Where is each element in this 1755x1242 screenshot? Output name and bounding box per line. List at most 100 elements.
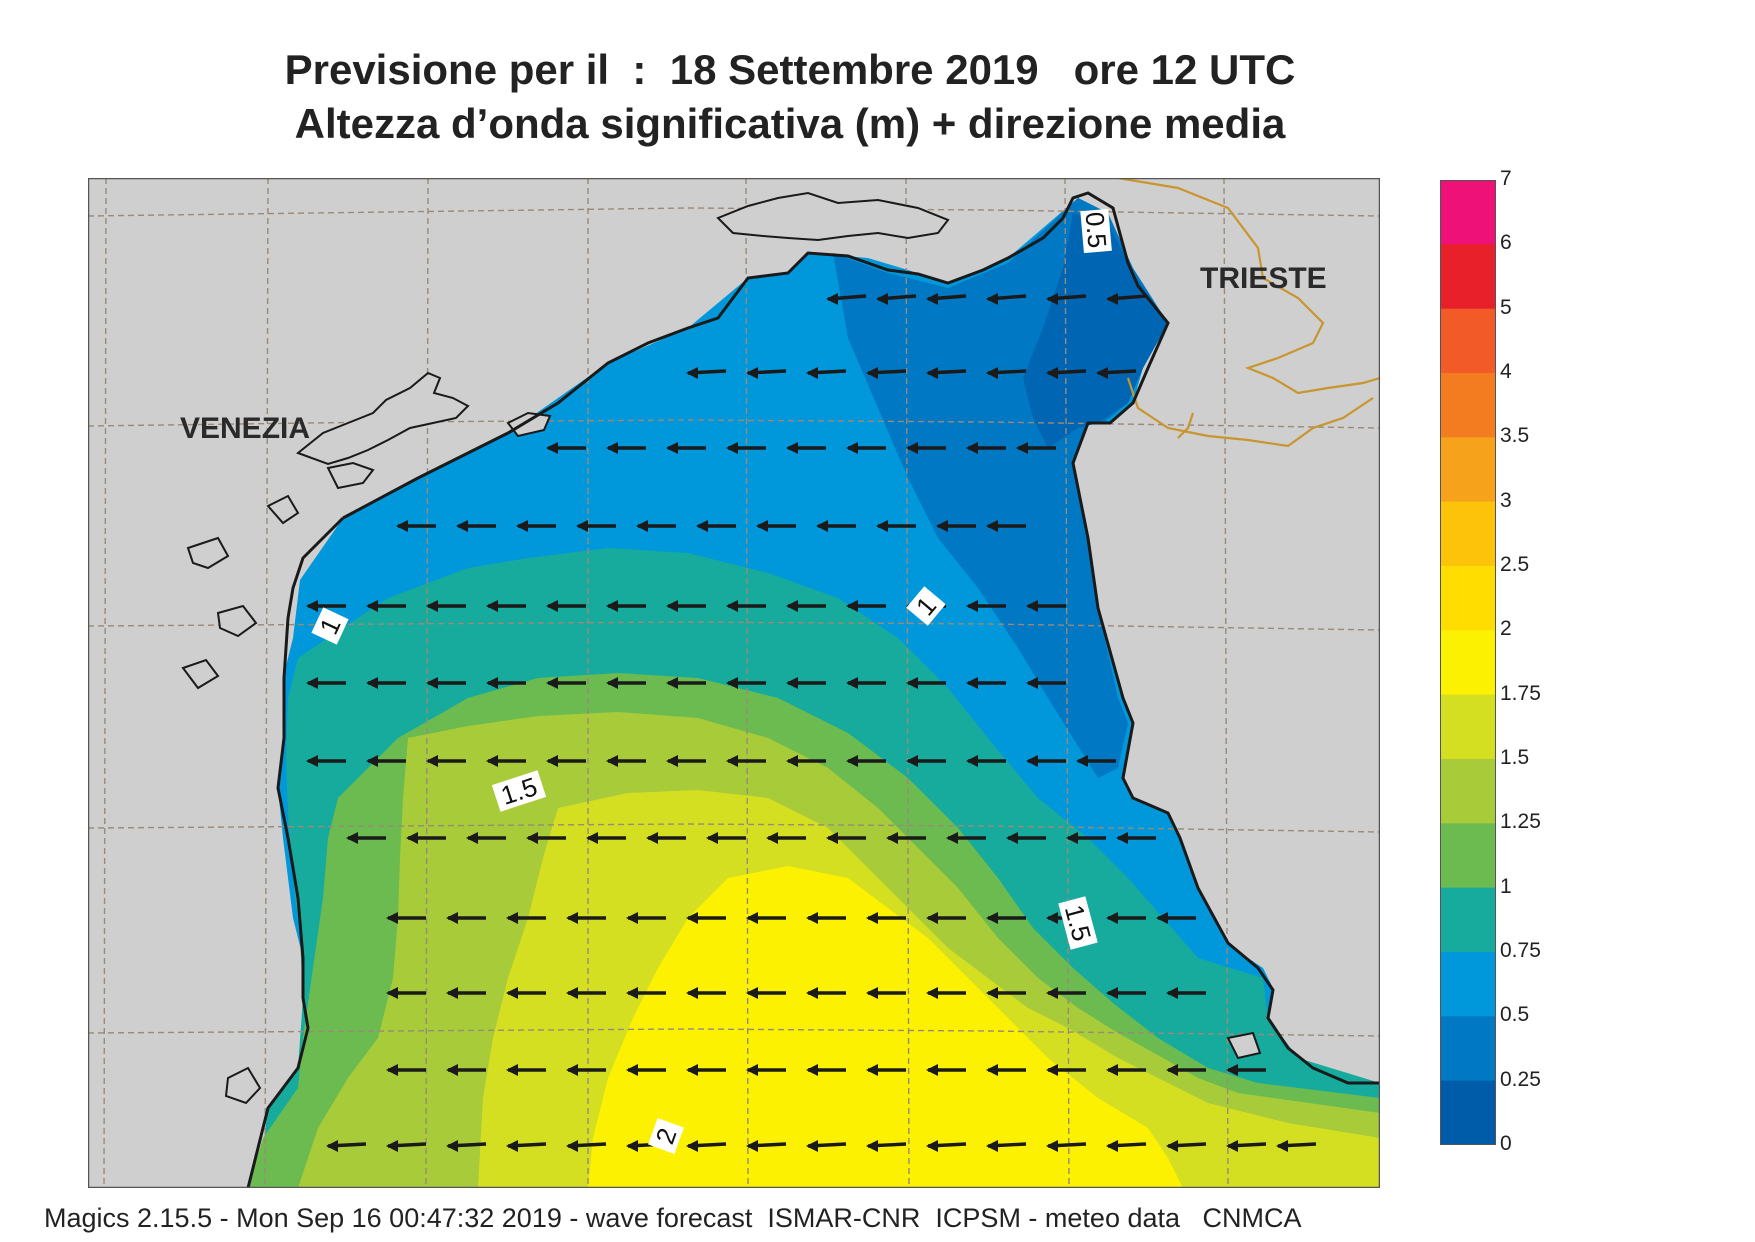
wave-arrow-head <box>926 293 938 305</box>
wave-arrow-head <box>926 1064 938 1076</box>
legend-level-label: 3 <box>1500 488 1512 512</box>
wave-arrow-head <box>486 600 498 612</box>
legend-swatch <box>1440 823 1496 889</box>
legend-level-label: 4 <box>1500 360 1512 383</box>
legend-frame <box>1440 180 1496 1145</box>
wave-arrow-head <box>966 600 978 612</box>
wave-arrow-head <box>846 442 858 454</box>
wave-arrow-head <box>426 755 438 767</box>
wave-arrow-head <box>806 1064 818 1076</box>
wave-arrow-head <box>1276 1140 1288 1152</box>
wave-arrow-head <box>756 520 768 532</box>
wave-arrow-head <box>966 677 978 689</box>
wave-arrow-head <box>746 912 758 924</box>
wave-arrow-head <box>546 755 558 767</box>
wave-arrow-head <box>456 520 468 532</box>
legend-level-label: 6 <box>1500 231 1512 255</box>
wave-arrow-head <box>326 1140 338 1152</box>
legend-swatch <box>1440 244 1496 310</box>
wave-arrow-head <box>766 832 778 844</box>
wave-arrow-head <box>1106 987 1118 999</box>
wave-arrow-head <box>786 442 798 454</box>
wave-arrow-head <box>926 987 938 999</box>
wave-arrow-head <box>1046 1064 1058 1076</box>
legend-level-label: 0.25 <box>1500 1067 1541 1091</box>
wave-arrow-head <box>666 600 678 612</box>
footer-credits: Magics 2.15.5 - Mon Sep 16 00:47:32 2019… <box>44 1203 1302 1233</box>
legend-swatch <box>1440 1080 1496 1145</box>
legend-level-label: 7 <box>1500 167 1512 190</box>
wave-arrow-head <box>846 600 858 612</box>
contour-label-2: 2 <box>648 1118 684 1154</box>
wave-arrow-head <box>926 367 938 379</box>
wave-arrow-head <box>586 832 598 844</box>
wave-arrow-head <box>1156 912 1168 924</box>
wave-arrow-head <box>666 442 678 454</box>
wave-arrow-head <box>746 1064 758 1076</box>
wave-arrow-head <box>426 600 438 612</box>
wave-arrow-head <box>726 677 738 689</box>
legend-level-label: 5 <box>1500 295 1512 319</box>
legend-level-label: 2 <box>1500 617 1512 641</box>
wave-arrow-head <box>636 520 648 532</box>
legend-swatch <box>1440 373 1496 438</box>
wave-arrow-head <box>606 677 618 689</box>
city-label-venezia: VENEZIA <box>180 412 310 445</box>
wave-arrow-head <box>866 1140 878 1152</box>
wave-arrow-head <box>366 755 378 767</box>
wave-arrow-head <box>306 755 318 767</box>
wave-arrow-head <box>986 987 998 999</box>
wave-arrow-head <box>806 367 818 379</box>
legend-swatch <box>1440 1016 1496 1082</box>
wave-arrow-head <box>906 677 918 689</box>
wave-arrow-head <box>1106 912 1118 924</box>
legend-level-label: 0.75 <box>1500 939 1541 962</box>
wave-arrow-head <box>366 677 378 689</box>
wave-arrow-head <box>966 442 978 454</box>
wave-arrow-head <box>366 600 378 612</box>
wave-arrow-head <box>386 987 398 999</box>
wave-arrow-head <box>1106 1064 1118 1076</box>
wave-arrow-head <box>566 912 578 924</box>
legend-level-label: 0.5 <box>1500 1003 1530 1027</box>
legend-swatches <box>1440 180 1496 1145</box>
legend-swatch <box>1440 887 1496 953</box>
wave-arrow-head <box>876 293 888 305</box>
wave-arrow-head <box>446 912 458 924</box>
wave-arrow-head <box>986 520 998 532</box>
wave-arrow-head <box>566 1064 578 1076</box>
wave-arrow-head <box>566 987 578 999</box>
wave-arrow-head <box>686 1140 698 1152</box>
wave-arrow-head <box>686 1064 698 1076</box>
wave-arrow-head <box>346 832 358 844</box>
legend-level-label: 1.75 <box>1500 681 1541 705</box>
wave-arrow-head <box>866 367 878 379</box>
legend-level-label: 0 <box>1500 1132 1512 1155</box>
wave-arrow-head <box>626 987 638 999</box>
legend-swatch <box>1440 501 1496 567</box>
wave-arrow-head <box>866 912 878 924</box>
legend-swatch <box>1440 759 1496 824</box>
wave-arrow-head <box>576 520 588 532</box>
wave-arrow-head <box>1106 293 1118 305</box>
wave-arrow-head <box>986 912 998 924</box>
legend-swatch <box>1440 630 1496 696</box>
map-frame <box>88 178 1380 1188</box>
wave-arrow-head <box>866 1064 878 1076</box>
legend-swatch <box>1440 566 1496 631</box>
wave-arrow-head <box>626 1140 638 1152</box>
wave-arrow-head <box>746 367 758 379</box>
wave-arrow-head <box>396 520 408 532</box>
wave-arrow-head <box>526 832 538 844</box>
wave-arrow-head <box>626 912 638 924</box>
legend-swatch <box>1440 180 1496 245</box>
wave-arrow-head <box>906 755 918 767</box>
wave-arrow-head <box>446 1064 458 1076</box>
city-label-trieste: TRIESTE <box>1200 262 1327 295</box>
wave-arrow-head <box>546 677 558 689</box>
wave-arrow-head <box>686 912 698 924</box>
wave-arrow-head <box>446 987 458 999</box>
wave-arrow-head <box>1076 755 1088 767</box>
wave-arrow-head <box>506 1064 518 1076</box>
wave-arrow-head <box>1106 1140 1118 1152</box>
